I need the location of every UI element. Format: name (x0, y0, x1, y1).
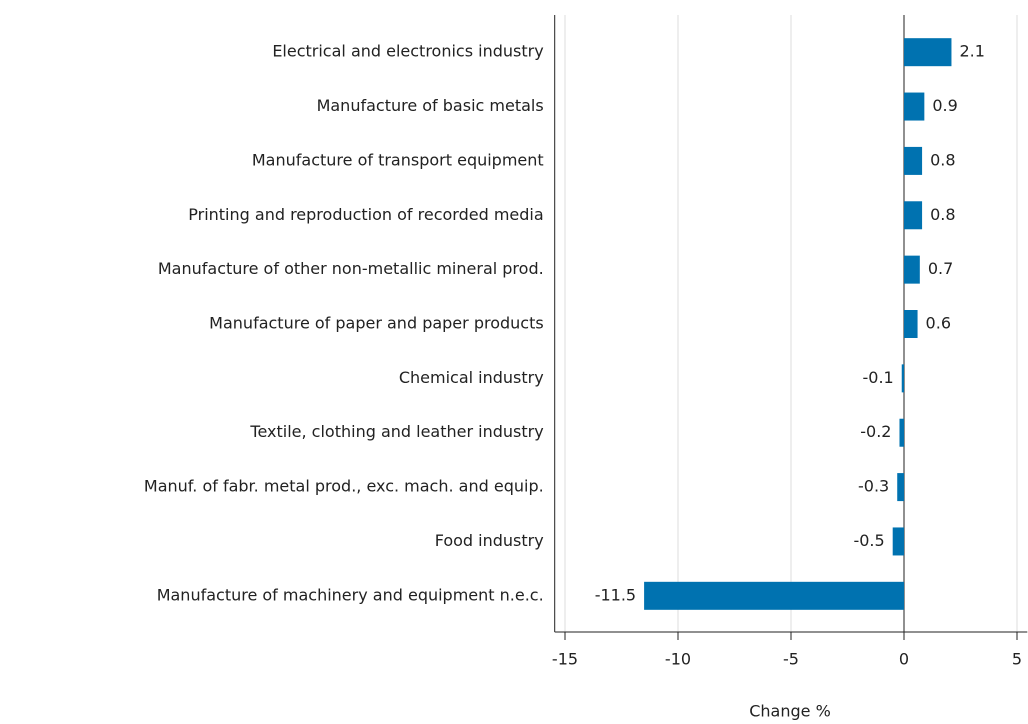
bar (897, 473, 904, 502)
y-tick-label: Manufacture of basic metals (317, 96, 544, 115)
bar (904, 38, 952, 67)
y-tick-label: Printing and reproduction of recorded me… (188, 205, 543, 224)
bar (644, 581, 904, 610)
x-tick-label: -15 (552, 650, 578, 669)
value-label: -11.5 (595, 585, 636, 604)
value-label: -0.2 (860, 422, 891, 441)
x-axis-title: Change % (749, 702, 831, 721)
bar (901, 364, 904, 393)
y-tick-label: Textile, clothing and leather industry (249, 422, 543, 441)
y-tick-label: Manuf. of fabr. metal prod., exc. mach. … (144, 477, 544, 496)
y-tick-label: Electrical and electronics industry (272, 42, 543, 61)
value-label: -0.1 (863, 368, 894, 387)
bar (904, 310, 918, 338)
y-tick-label: Manufacture of machinery and equipment n… (157, 585, 544, 604)
value-label: 0.8 (930, 150, 955, 169)
bar (904, 92, 925, 121)
bar (904, 146, 923, 175)
value-label: 0.6 (926, 314, 951, 333)
value-label: -0.5 (853, 531, 884, 550)
y-tick-label: Manufacture of other non-metallic minera… (158, 259, 544, 278)
y-tick-label: Manufacture of transport equipment (252, 150, 544, 169)
bar (904, 201, 923, 230)
x-tick-label: 5 (1012, 650, 1022, 669)
bar (899, 418, 904, 447)
value-label: 0.7 (928, 259, 953, 278)
value-label: 0.9 (932, 96, 957, 115)
value-label: 0.8 (930, 205, 955, 224)
bar (892, 527, 904, 556)
value-label: -0.3 (858, 477, 889, 496)
x-tick-label: 0 (899, 650, 909, 669)
y-tick-label: Manufacture of paper and paper products (209, 314, 544, 333)
y-tick-label: Chemical industry (399, 368, 544, 387)
bar (904, 255, 920, 284)
value-label: 2.1 (959, 42, 984, 61)
y-tick-label: Food industry (435, 531, 544, 550)
x-tick-label: -5 (783, 650, 799, 669)
x-tick-label: -10 (665, 650, 691, 669)
